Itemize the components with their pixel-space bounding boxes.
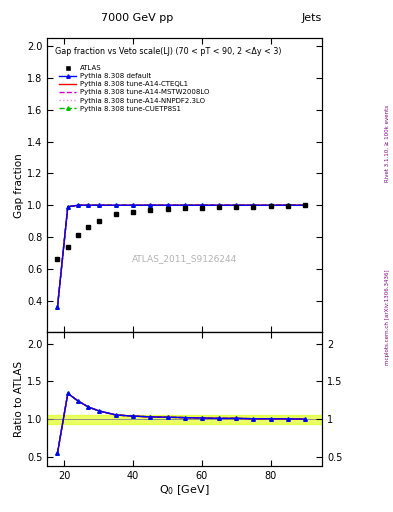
Text: 7000 GeV pp: 7000 GeV pp bbox=[101, 13, 174, 23]
X-axis label: Q$_0$ [GeV]: Q$_0$ [GeV] bbox=[160, 483, 210, 497]
Y-axis label: Ratio to ATLAS: Ratio to ATLAS bbox=[14, 361, 24, 437]
Text: ATLAS_2011_S9126244: ATLAS_2011_S9126244 bbox=[132, 254, 237, 263]
Legend: ATLAS, Pythia 8.308 default, Pythia 8.308 tune-A14-CTEQL1, Pythia 8.308 tune-A14: ATLAS, Pythia 8.308 default, Pythia 8.30… bbox=[56, 62, 212, 114]
Text: Rivet 3.1.10, ≥ 100k events: Rivet 3.1.10, ≥ 100k events bbox=[385, 105, 389, 182]
Text: Jets: Jets bbox=[302, 13, 322, 23]
Y-axis label: Gap fraction: Gap fraction bbox=[14, 153, 24, 218]
Text: mcplots.cern.ch [arXiv:1306.3436]: mcplots.cern.ch [arXiv:1306.3436] bbox=[385, 270, 389, 365]
Text: Gap fraction vs Veto scale(LJ) (70 < pT < 90, 2 <Δy < 3): Gap fraction vs Veto scale(LJ) (70 < pT … bbox=[55, 47, 282, 56]
